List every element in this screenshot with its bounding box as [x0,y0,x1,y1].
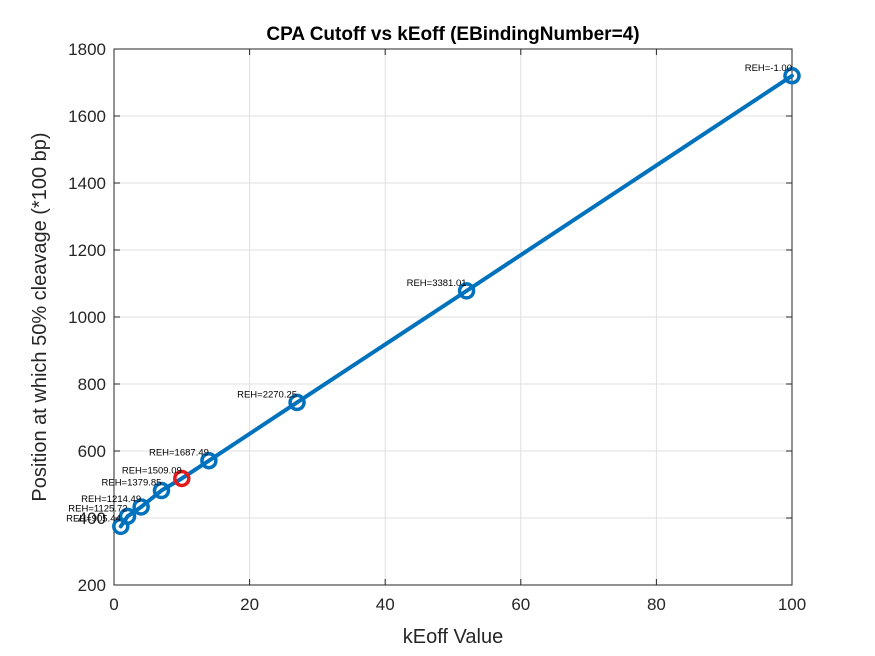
chart-title: CPA Cutoff vs kEoff (EBindingNumber=4) [266,24,639,45]
data-point [118,507,137,526]
y-tick-label: 1200 [68,241,106,260]
data-point [152,481,171,500]
y-tick-label: 1600 [68,107,106,126]
x-tick-label: 40 [376,595,395,614]
x-tick-label: 20 [240,595,259,614]
point-annotation: REH=1509.09 [122,465,182,476]
series-group [112,67,801,536]
plot-frame [113,48,793,586]
highlighted-data-point [173,469,191,488]
x-tick-label: 80 [647,595,666,614]
y-tick-label: 1800 [68,40,106,59]
point-annotation: REH=1125.72 [68,503,127,514]
x-tick-label: 0 [109,595,118,614]
point-annotation: REH=1687.49 [149,448,209,459]
y-tick-label: 200 [78,576,106,595]
point-annotation: REH=-1.00 [745,63,792,74]
y-tick-label: 1400 [68,174,106,193]
x-tick-label: 60 [511,595,530,614]
x-axis-label: kEoff Value [403,626,503,648]
data-point [288,393,306,412]
y-tick-label: 600 [78,442,106,461]
data-point [783,67,801,85]
point-annotation: REH=1379.85 [102,478,162,489]
data-point [132,498,150,516]
x-tick-label: 100 [778,595,806,614]
point-annotation: REH=2270.25 [237,389,297,400]
point-annotation: REH=3381.01 [407,278,467,289]
data-point [457,282,476,300]
point-annotation: REH=905.44 [66,513,121,524]
y-tick-label: 400 [78,509,106,528]
y-tick-label: 1000 [68,308,106,327]
data-point [200,451,218,470]
point-annotation: REH=1214.49 [81,494,141,505]
y-tick-label: 800 [78,375,106,394]
y-axis-label: Position at which 50% cleavage (*100 bp) [29,132,51,501]
